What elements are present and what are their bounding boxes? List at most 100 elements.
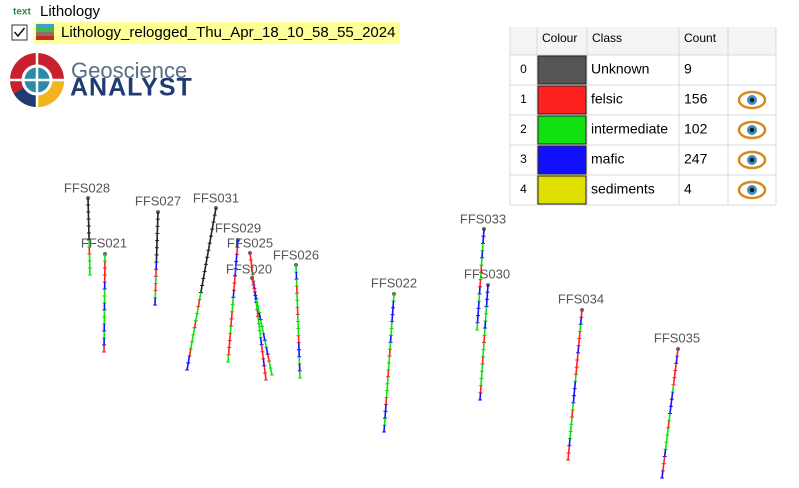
header-bg [510, 27, 776, 55]
interval [391, 307, 394, 315]
interval [208, 236, 212, 244]
eye-pupil [749, 127, 755, 133]
logo-line1: Geoscience [71, 58, 187, 83]
interval [197, 299, 201, 307]
interval [261, 351, 265, 359]
interval [210, 228, 214, 237]
eye-pupil [749, 97, 755, 103]
interval [482, 228, 485, 237]
interval [571, 402, 575, 411]
drillhole: FFS033 [460, 211, 506, 331]
interval [201, 278, 205, 286]
interval [388, 349, 391, 357]
interval [389, 342, 392, 350]
class-name: sediments [591, 181, 655, 197]
interval [258, 330, 262, 338]
interval [236, 247, 239, 255]
interval [264, 372, 267, 381]
interval [387, 362, 390, 370]
interval [230, 311, 233, 320]
colour-swatch [537, 85, 587, 115]
drillhole: FFS030 [464, 266, 510, 401]
interval [392, 300, 395, 308]
interval [229, 326, 232, 334]
hole-label: FFS029 [215, 220, 261, 235]
interval [386, 383, 389, 391]
interval [481, 356, 484, 365]
interval [481, 364, 484, 372]
interval [232, 290, 235, 298]
interval [230, 318, 233, 327]
interval [668, 413, 671, 421]
interval [484, 320, 487, 329]
interval [673, 370, 677, 378]
interval [676, 348, 679, 357]
visibility-eye[interactable] [737, 180, 767, 200]
interval [669, 406, 672, 414]
hole-label: FFS035 [654, 330, 700, 345]
visibility-eye[interactable] [737, 90, 767, 110]
interval [234, 261, 238, 269]
interval [485, 306, 488, 314]
interval [191, 334, 195, 342]
interval [203, 264, 207, 272]
interval [666, 427, 670, 436]
interval [483, 335, 486, 343]
hole-label: FFS026 [273, 247, 319, 262]
interval [205, 257, 208, 265]
interval [256, 305, 260, 313]
class-count: 9 [684, 61, 692, 77]
interval [259, 337, 263, 345]
drillhole: FFS029 [215, 220, 261, 363]
drillhole: FFS031 [185, 190, 239, 371]
interval [671, 384, 675, 393]
interval [233, 282, 236, 291]
interval [249, 252, 252, 261]
column-header: Count [684, 31, 717, 45]
interval [231, 297, 235, 305]
interval [480, 265, 483, 273]
interval [661, 470, 664, 479]
interval [206, 250, 210, 258]
interval [483, 328, 486, 336]
interval [195, 313, 198, 321]
interval [579, 324, 582, 332]
interval [228, 333, 232, 341]
hole-label: FFS033 [460, 211, 506, 226]
interval [261, 326, 265, 334]
interval [385, 390, 388, 398]
colour-swatch [537, 115, 587, 145]
visibility-eye[interactable] [737, 120, 767, 140]
visibility-eye[interactable] [737, 150, 767, 170]
layer-name: Lithology [40, 3, 101, 20]
interval [384, 404, 387, 412]
interval [571, 409, 574, 418]
interval [264, 340, 268, 348]
interval [262, 333, 266, 341]
interval [486, 284, 489, 293]
class-name: Unknown [591, 61, 649, 77]
interval [573, 388, 576, 396]
interval [575, 367, 578, 375]
column-header: Colour [542, 31, 577, 45]
interval [250, 267, 254, 275]
hole-label: FFS020 [226, 261, 272, 276]
interval [269, 367, 273, 376]
interval [484, 313, 487, 321]
interval [477, 308, 480, 316]
interval [265, 347, 269, 355]
logo-line2: ANALYST [70, 74, 193, 102]
interval [189, 341, 193, 350]
layer-item: Lithology_relogged_Thu_Apr_18_10_58_55_2… [61, 24, 395, 41]
interval [664, 442, 668, 450]
legend-table: Colour Class Count 0 Unknown 9 1 felsic 156 2 inte… [509, 27, 777, 206]
interval [234, 268, 237, 276]
drillhole: FFS020 [226, 261, 274, 376]
interval [572, 395, 575, 403]
interval [390, 328, 393, 336]
colour-swatch [537, 145, 587, 175]
interval [568, 438, 571, 446]
interval [482, 342, 485, 350]
drillhole: FFS026 [273, 247, 319, 379]
